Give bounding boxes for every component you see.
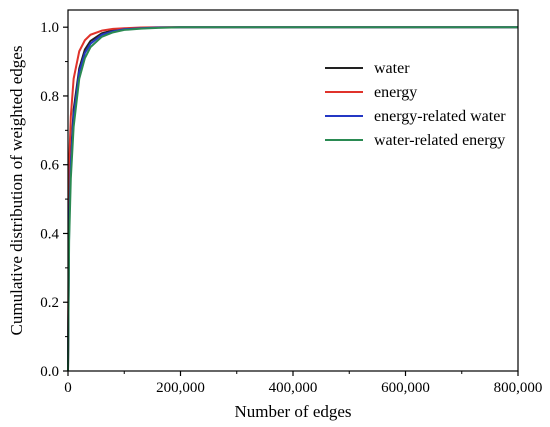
x-axis-label: Number of edges: [234, 402, 351, 421]
x-tick-label: 0: [64, 380, 72, 396]
plot-frame: [67, 9, 519, 372]
y-tick-label: 1.0: [40, 20, 59, 36]
plot-lines: [67, 26, 518, 372]
y-tick-label: 0.2: [40, 295, 59, 311]
legend-label-0: water: [374, 60, 410, 77]
series-line-3: [67, 26, 518, 372]
series-line-2: [67, 26, 518, 372]
y-tick-label: 0.0: [40, 364, 59, 380]
x-tick-label: 600,000: [381, 380, 430, 396]
x-tick-label: 800,000: [494, 380, 543, 396]
y-axis-label: Cumulative distribution of weighted edge…: [7, 46, 26, 336]
legend-label-2: energy-related water: [374, 108, 506, 125]
x-tick-label: 200,000: [156, 380, 205, 396]
legend: water energy energy-related water water-rel…: [325, 60, 506, 149]
series-line-1: [67, 26, 518, 372]
y-axis: 0.0 0.2 0.4 0.6 0.8 1.0: [40, 20, 68, 380]
y-tick-label: 0.4: [40, 226, 59, 242]
y-tick-label: 0.6: [40, 158, 59, 174]
y-tick-label: 0.8: [40, 89, 59, 105]
legend-label-1: energy: [374, 84, 417, 101]
x-tick-label: 400,000: [269, 380, 318, 396]
legend-label-3: water-related energy: [374, 132, 505, 149]
series-line-0: [67, 26, 518, 372]
x-axis: 0 200,000 400,000 600,000 800,000: [64, 371, 542, 396]
